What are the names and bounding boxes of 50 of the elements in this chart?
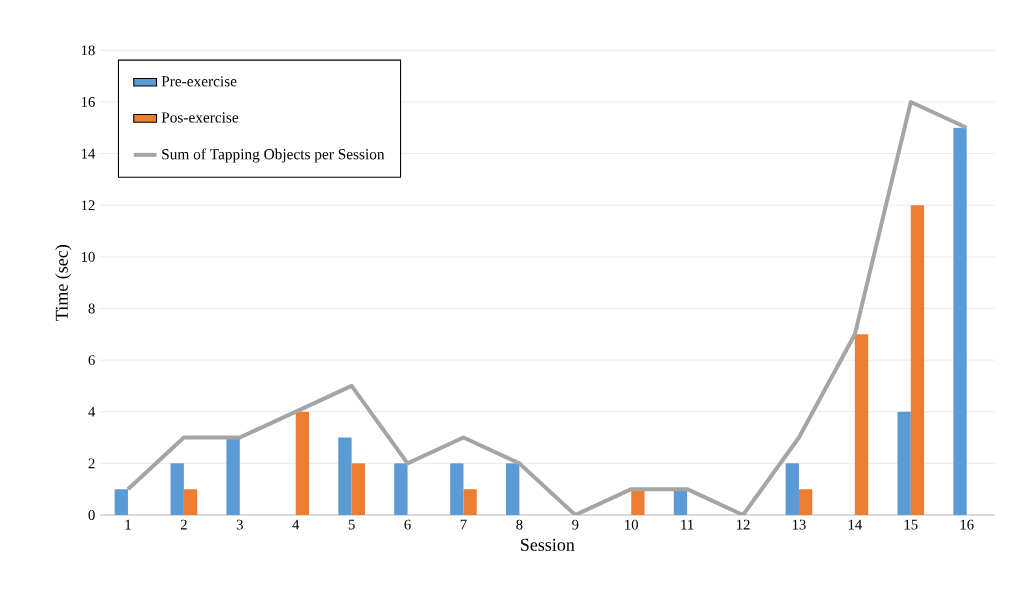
x-tick-label: 10: [625, 519, 638, 530]
x-tick-label: 6: [404, 519, 411, 530]
bar: [673, 489, 688, 515]
bar: [910, 205, 925, 515]
bar: [183, 489, 198, 515]
x-tick-label: 9: [572, 519, 579, 530]
bar: [450, 463, 464, 515]
x-axis-title: Session: [521, 538, 575, 551]
bar: [351, 463, 365, 515]
legend-label: Sum of Tapping Objects per Session: [162, 148, 385, 163]
bar: [631, 489, 645, 515]
x-tick-label: 14: [848, 519, 862, 530]
bar: [226, 437, 240, 515]
bar: [506, 463, 520, 515]
bar: [897, 411, 911, 515]
y-tick-label: 18: [81, 45, 95, 56]
y-tick-label: 14: [81, 148, 96, 159]
y-tick-label: 4: [88, 406, 96, 417]
x-tick-label: 15: [904, 519, 918, 530]
x-tick-label: 12: [737, 519, 750, 530]
bar: [953, 127, 967, 515]
x-tick-label: 7: [460, 519, 467, 530]
bar: [338, 437, 352, 515]
x-tick-label: 2: [180, 519, 187, 530]
x-tick-label: 16: [960, 519, 974, 530]
x-tick-label: 13: [792, 519, 806, 530]
bar: [295, 411, 310, 515]
bar: [463, 489, 477, 515]
y-tick-label: 2: [88, 458, 95, 469]
bar: [785, 463, 799, 515]
x-tick-label: 1: [125, 519, 131, 530]
x-tick-label: 3: [236, 519, 243, 530]
x-tick-label: 5: [348, 519, 355, 530]
legend-label: Pre-exercise: [161, 76, 237, 87]
y-tick-label: 16: [81, 97, 95, 107]
bar: [114, 489, 128, 515]
y-tick-label: 0: [88, 510, 95, 520]
bar: [394, 463, 408, 515]
y-tick-label: 6: [88, 355, 95, 366]
bar: [170, 463, 184, 515]
y-axis-title: Time (sec): [55, 245, 72, 321]
x-tick-label: 11: [681, 519, 694, 530]
bar: [854, 334, 869, 515]
legend-label: Pos-exercise: [161, 112, 239, 123]
y-tick-label: 12: [81, 200, 95, 211]
x-tick-label: 4: [292, 519, 300, 530]
y-tick-label: 10: [81, 251, 95, 262]
y-tick-label: 8: [88, 303, 95, 314]
x-tick-label: 8: [516, 519, 523, 530]
bar: [798, 489, 813, 515]
